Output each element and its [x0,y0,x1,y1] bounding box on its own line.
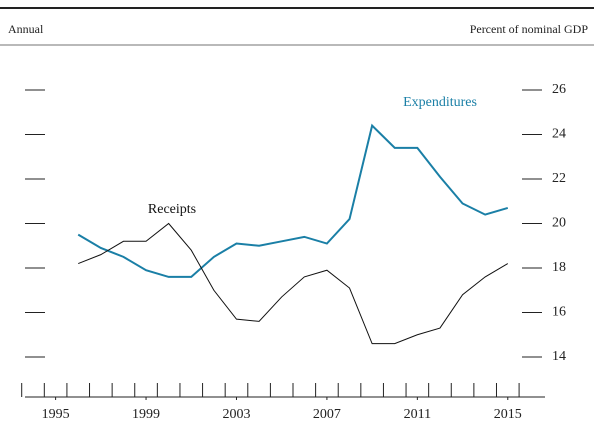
x-tick-label: 2007 [313,407,341,422]
x-tick-label: 2003 [222,407,250,422]
x-tick-label: 1995 [42,407,70,422]
y-tick-label: 20 [552,216,566,231]
y-tick-label: 14 [552,349,566,364]
y-tick-label: 18 [552,260,566,275]
y-tick-label: 24 [552,127,566,142]
y-tick-label: 22 [552,171,566,186]
series-label: Expenditures [403,95,477,110]
series-line [77,123,509,278]
header-left: Annual [8,22,44,36]
x-tick-label: 2011 [404,407,431,422]
series-label: Receipts [148,202,196,217]
y-tick-label: 26 [552,82,566,97]
series-line [78,222,509,345]
x-tick-label: 2015 [494,407,522,422]
y-tick-label: 16 [552,305,566,320]
x-tick-label: 1999 [132,407,160,422]
header-right: Percent of nominal GDP [470,22,589,36]
